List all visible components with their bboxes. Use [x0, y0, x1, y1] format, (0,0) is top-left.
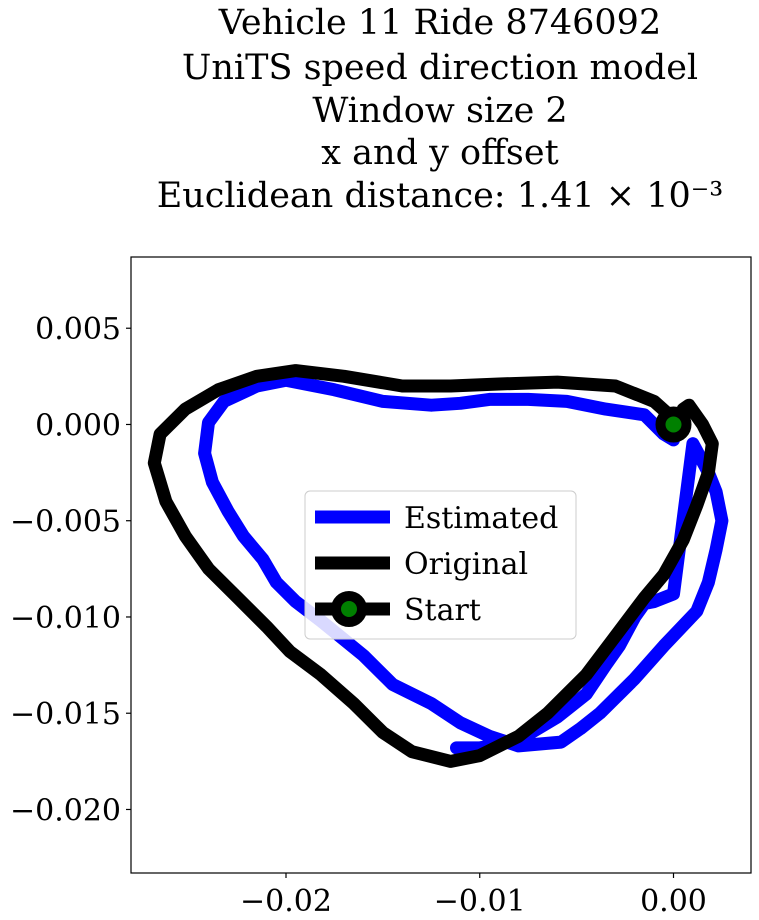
series-line-estimated	[198, 373, 729, 755]
legend: Estimated Original Start	[304, 490, 577, 640]
y-tick-label: −0.010	[10, 601, 121, 636]
x-tick-label: −0.01	[434, 884, 526, 919]
y-tick-label: −0.005	[10, 505, 121, 540]
axes-frame	[130, 256, 752, 874]
y-tick-label: −0.015	[10, 697, 121, 732]
title-line-2: UniTS speed direction model	[182, 48, 698, 88]
legend-label-original: Original	[404, 547, 528, 582]
series-group	[147, 364, 729, 768]
start-marker	[655, 406, 692, 443]
title-line-4: x and y offset	[321, 133, 558, 173]
axes: −0.02 −0.01 0.00 0.005 0.000 −0.005 −0.010 −0.0…	[10, 256, 752, 919]
legend-start-marker	[331, 591, 367, 627]
y-tick-label: 0.000	[35, 408, 121, 443]
y-tick-label: 0.005	[35, 312, 121, 347]
legend-label-estimated: Estimated	[404, 501, 558, 536]
x-tick-label: 0.00	[640, 884, 707, 919]
plot-area	[147, 364, 729, 768]
y-tick-label: −0.020	[10, 793, 121, 828]
legend-box	[304, 490, 577, 640]
x-tick-label: −0.02	[240, 884, 332, 919]
chart-title: Vehicle 11 Ride 8746092 UniTS speed dire…	[157, 3, 724, 216]
title-line-5: Euclidean distance: 1.41 × 10⁻³	[157, 176, 724, 216]
legend-label-start: Start	[404, 593, 481, 628]
title-line-1: Vehicle 11 Ride 8746092	[218, 3, 661, 43]
series-line-original	[147, 364, 719, 768]
title-line-3: Window size 2	[312, 91, 567, 131]
